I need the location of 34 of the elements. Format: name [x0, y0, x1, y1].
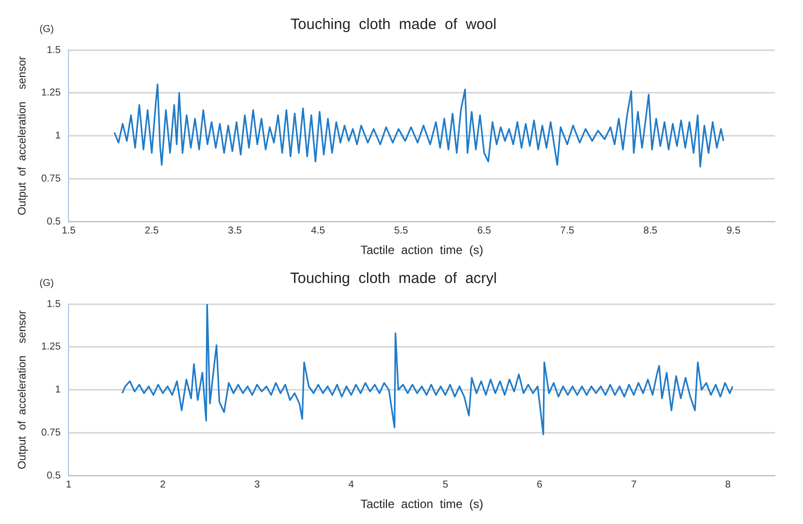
y-axis-title: Output of acceleration sensor	[16, 310, 29, 470]
x-tick-label: 7	[630, 479, 637, 490]
x-axis-title: Tactile action time (s)	[360, 497, 484, 512]
x-axis-title: Tactile action time (s)	[360, 243, 484, 258]
y-tick-label: 1.5	[46, 298, 62, 310]
chart-title: Touching cloth made of acryl	[290, 270, 497, 288]
x-tick-label: 6.5	[477, 225, 492, 236]
x-tick-label: 3	[254, 479, 260, 490]
x-tick-label: 7.5	[560, 225, 575, 236]
y-tick-label: 1.25	[41, 88, 62, 99]
x-tick-label: 1	[66, 479, 72, 490]
x-tick-label: 6	[536, 479, 543, 490]
y-tick-label: 0.75	[41, 173, 62, 184]
x-tick-label: 4.5	[311, 225, 326, 236]
text: (G)	[39, 24, 54, 35]
y-tick-label: 1.5	[46, 44, 62, 56]
y-tick-label: 0.5	[46, 216, 62, 228]
x-tick-label: 8.5	[643, 225, 658, 236]
y-tick-label: 1	[55, 384, 62, 396]
y-tick-label: 0.75	[41, 427, 62, 438]
y-tick-label: 0.5	[46, 470, 62, 482]
x-tick-label: 5.5	[394, 225, 408, 236]
x-tick-label: 5	[442, 479, 449, 490]
x-tick-label: 9.5	[726, 225, 741, 236]
text: (G)	[39, 278, 54, 289]
x-tick-label: 2.5	[144, 225, 160, 236]
x-tick-label: 8	[725, 479, 732, 490]
chart-title: Touching cloth made of wool	[290, 16, 496, 34]
y-tick-label: 1.25	[41, 342, 62, 353]
y-axis-title: Output of acceleration sensor	[16, 56, 29, 216]
x-tick-label: 3.5	[228, 225, 242, 236]
x-tick-label: 4	[348, 479, 354, 490]
x-tick-label: 2	[160, 479, 166, 490]
y-tick-label: 1	[55, 130, 62, 142]
